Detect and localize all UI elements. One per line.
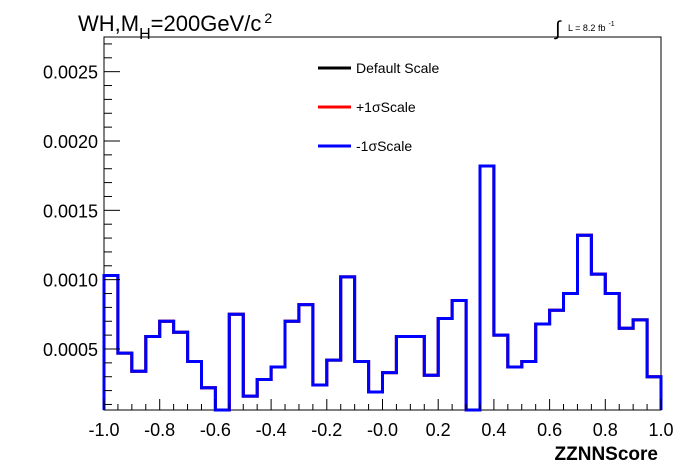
- legend-label-minus1sigma: -1σScale: [356, 138, 412, 154]
- x-tick-label: 1.0: [648, 420, 673, 440]
- histogram-series-2: [102, 164, 663, 412]
- lumi-superscript: -1: [608, 21, 614, 28]
- x-tick-label: -0.8: [144, 420, 175, 440]
- chart-title-main: WH,M: [78, 11, 139, 36]
- x-axis-label: ZZNNScore: [555, 444, 658, 465]
- legend: Default Scale +1σScale -1σScale: [318, 60, 439, 154]
- x-tick-label: -0.2: [311, 420, 342, 440]
- lumi-integral-symbol: ∫: [554, 18, 562, 40]
- x-tick-label: -1.0: [88, 420, 119, 440]
- y-tick-label: 0.0020: [43, 132, 98, 152]
- chart-title: WH,MH=200GeV/c 2: [78, 10, 272, 43]
- axes-layer: -1.0 -0.8 -0.6 -0.4 -0.2 -0.0 0.2 0.4 0.6 0.8 1.0 0…: [43, 43, 674, 440]
- legend-label-default: Default Scale: [356, 60, 439, 76]
- x-tick-label: 0.6: [537, 420, 562, 440]
- x-tick-label: 0.4: [481, 420, 506, 440]
- lumi-label: L = 8.2 fb -1: [568, 21, 615, 33]
- x-tick-label: -0.6: [200, 420, 231, 440]
- chart-title-subscript: H: [139, 26, 151, 43]
- chart-title-superscript: 2: [264, 10, 272, 26]
- x-tick-label: 0.8: [593, 420, 618, 440]
- y-tick-label: 0.0025: [43, 63, 98, 83]
- chart-title-rest: =200GeV/c: [151, 11, 262, 36]
- legend-label-plus1sigma: +1σScale: [356, 99, 416, 115]
- y-tick-label: 0.0005: [43, 340, 98, 360]
- y-tick-label: 0.0010: [43, 271, 98, 291]
- x-tick-label: 0.2: [426, 420, 451, 440]
- x-tick-label: -0.4: [256, 420, 287, 440]
- y-tick-label: 0.0015: [43, 201, 98, 221]
- plot-frame: [103, 36, 662, 411]
- lumi-text: L = 8.2 fb: [568, 23, 605, 33]
- series-layer: [102, 164, 663, 412]
- x-tick-label: -0.0: [367, 420, 398, 440]
